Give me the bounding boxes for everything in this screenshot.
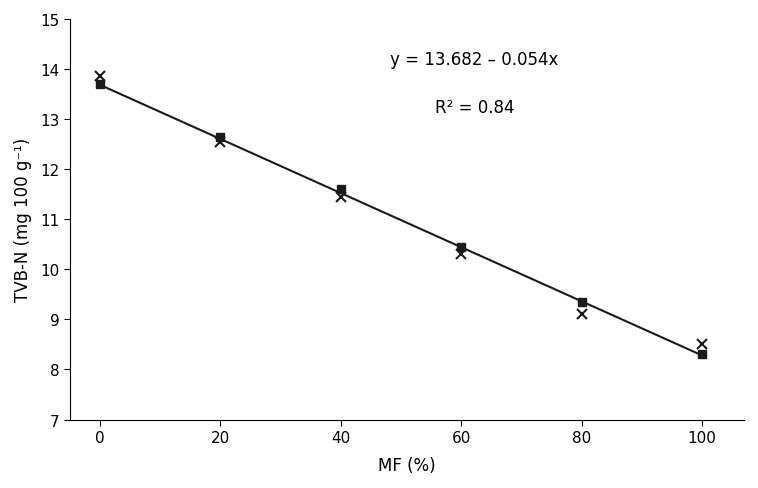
X-axis label: MF (%): MF (%): [378, 456, 436, 474]
Y-axis label: TVB-N (mg 100 g⁻¹): TVB-N (mg 100 g⁻¹): [14, 138, 32, 302]
Text: R² = 0.84: R² = 0.84: [435, 99, 514, 117]
Text: y = 13.682 – 0.054x: y = 13.682 – 0.054x: [390, 51, 559, 69]
